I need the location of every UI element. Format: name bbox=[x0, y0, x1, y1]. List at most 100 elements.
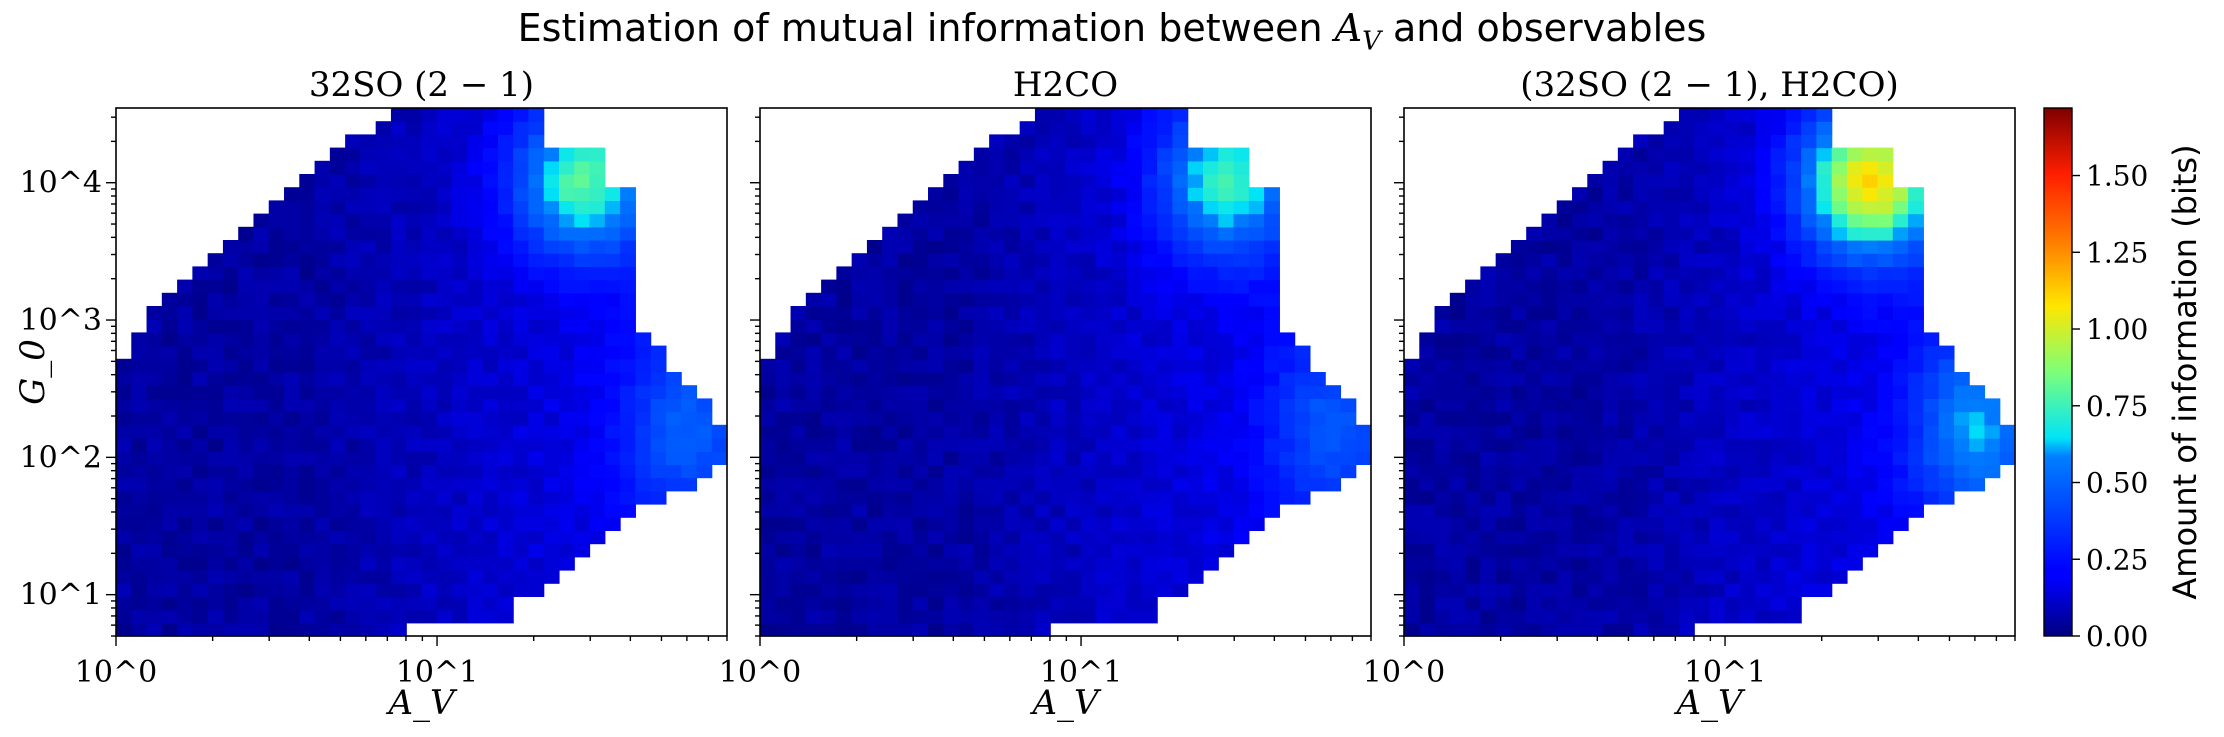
heatmap-cell bbox=[1187, 332, 1204, 347]
heatmap-cell bbox=[1556, 240, 1573, 254]
heatmap-cell bbox=[1770, 530, 1787, 545]
heatmap-cell bbox=[882, 306, 899, 320]
heatmap-cell bbox=[958, 319, 975, 333]
heatmap-cell bbox=[1862, 332, 1879, 347]
heatmap-cell bbox=[467, 345, 484, 360]
heatmap-cell bbox=[1340, 398, 1357, 413]
heatmap-cell bbox=[1724, 556, 1741, 571]
heatmap-cell bbox=[375, 332, 392, 347]
heatmap-cell bbox=[467, 174, 484, 188]
heatmap-cell bbox=[299, 372, 316, 386]
heatmap-cell bbox=[1648, 477, 1665, 492]
heatmap-cell bbox=[1004, 517, 1021, 531]
heatmap-cell bbox=[284, 596, 300, 611]
heatmap-cell bbox=[222, 266, 239, 281]
heatmap-cell bbox=[1862, 253, 1879, 267]
heatmap-cell bbox=[1172, 543, 1189, 558]
heatmap-cell bbox=[989, 174, 1006, 188]
heatmap-cell bbox=[1264, 292, 1280, 307]
heatmap-cell bbox=[452, 556, 468, 571]
heatmap-cell bbox=[1572, 187, 1588, 201]
heatmap-cell bbox=[1755, 583, 1772, 597]
heatmap-cell bbox=[1846, 477, 1863, 492]
heatmap-cell bbox=[1096, 332, 1112, 347]
heatmap-cell bbox=[1892, 490, 1909, 505]
heatmap-cell bbox=[1648, 147, 1665, 162]
heatmap-cell bbox=[1510, 622, 1527, 637]
heatmap-cell bbox=[146, 438, 163, 452]
heatmap-cell bbox=[1034, 306, 1051, 320]
heatmap-cell bbox=[146, 424, 163, 439]
heatmap-cell bbox=[528, 121, 545, 135]
heatmap-cell bbox=[805, 319, 822, 333]
heatmap-cell bbox=[973, 504, 990, 518]
heatmap-cell bbox=[360, 464, 377, 479]
heatmap-cell bbox=[513, 372, 530, 386]
heatmap-cell bbox=[897, 411, 914, 426]
heatmap-cell bbox=[943, 543, 960, 558]
heatmap-cell bbox=[421, 490, 438, 505]
heatmap-cell bbox=[314, 583, 331, 597]
heatmap-cell bbox=[1034, 147, 1051, 162]
heatmap-cell bbox=[513, 187, 530, 201]
heatmap-cell bbox=[574, 240, 591, 254]
heatmap-cell bbox=[897, 358, 914, 373]
heatmap-cell bbox=[989, 358, 1006, 373]
heatmap-cell bbox=[1202, 147, 1219, 162]
heatmap-cell bbox=[1495, 583, 1512, 597]
heatmap-cell bbox=[897, 451, 914, 465]
heatmap-cell bbox=[1172, 306, 1189, 320]
heatmap-cell bbox=[620, 424, 636, 439]
heatmap-cell bbox=[1141, 213, 1158, 228]
heatmap-cell bbox=[116, 464, 132, 479]
heatmap-cell bbox=[513, 490, 530, 505]
heatmap-cell bbox=[1526, 609, 1543, 624]
heatmap-cell bbox=[1740, 556, 1756, 571]
heatmap-cell bbox=[1801, 504, 1818, 518]
heatmap-cell bbox=[436, 332, 453, 347]
heatmap-cell bbox=[1404, 398, 1420, 413]
heatmap-cell bbox=[222, 332, 239, 347]
heatmap-cell bbox=[1218, 266, 1235, 281]
heatmap-cell bbox=[1892, 319, 1909, 333]
heatmap-cell bbox=[973, 266, 990, 281]
heatmap-cell bbox=[497, 530, 514, 545]
heatmap-cell bbox=[177, 530, 193, 545]
heatmap-cell bbox=[558, 451, 575, 465]
heatmap-cell bbox=[1877, 147, 1894, 162]
heatmap-cell bbox=[1279, 451, 1296, 465]
heatmap-cell bbox=[1065, 174, 1082, 188]
heatmap-cell bbox=[958, 279, 975, 294]
heatmap-cell bbox=[345, 292, 362, 307]
heatmap-cell bbox=[1663, 609, 1680, 624]
heatmap-cell bbox=[790, 477, 807, 492]
heatmap-cell bbox=[1480, 398, 1497, 413]
heatmap-cell bbox=[1770, 385, 1787, 399]
heatmap-cell bbox=[1202, 292, 1219, 307]
heatmap-cell bbox=[1908, 504, 1924, 518]
heatmap-cell bbox=[1831, 556, 1848, 571]
heatmap-cell bbox=[1724, 385, 1741, 399]
heatmap-cell bbox=[1065, 332, 1082, 347]
heatmap-cell bbox=[650, 477, 667, 492]
heatmap-cell bbox=[604, 504, 621, 518]
heatmap-cell bbox=[711, 438, 728, 452]
heatmap-cell bbox=[1785, 345, 1802, 360]
heatmap-cell bbox=[1126, 398, 1143, 413]
heatmap-cell bbox=[1248, 292, 1265, 307]
heatmap-cell bbox=[1080, 253, 1097, 267]
heatmap-cell bbox=[1510, 385, 1527, 399]
heatmap-cell bbox=[1663, 504, 1680, 518]
heatmap-cell bbox=[1157, 451, 1174, 465]
heatmap-cell bbox=[1141, 279, 1158, 294]
heatmap-cell bbox=[1279, 477, 1296, 492]
heatmap-cell bbox=[1019, 570, 1036, 584]
heatmap-cell bbox=[958, 253, 975, 267]
heatmap-cell bbox=[1816, 556, 1833, 571]
heatmap-cell bbox=[436, 504, 453, 518]
heatmap-cell bbox=[406, 504, 423, 518]
heatmap-cell bbox=[558, 517, 575, 531]
heatmap-cell bbox=[436, 556, 453, 571]
heatmap-cell bbox=[375, 438, 392, 452]
heatmap-cell bbox=[1938, 451, 1955, 465]
